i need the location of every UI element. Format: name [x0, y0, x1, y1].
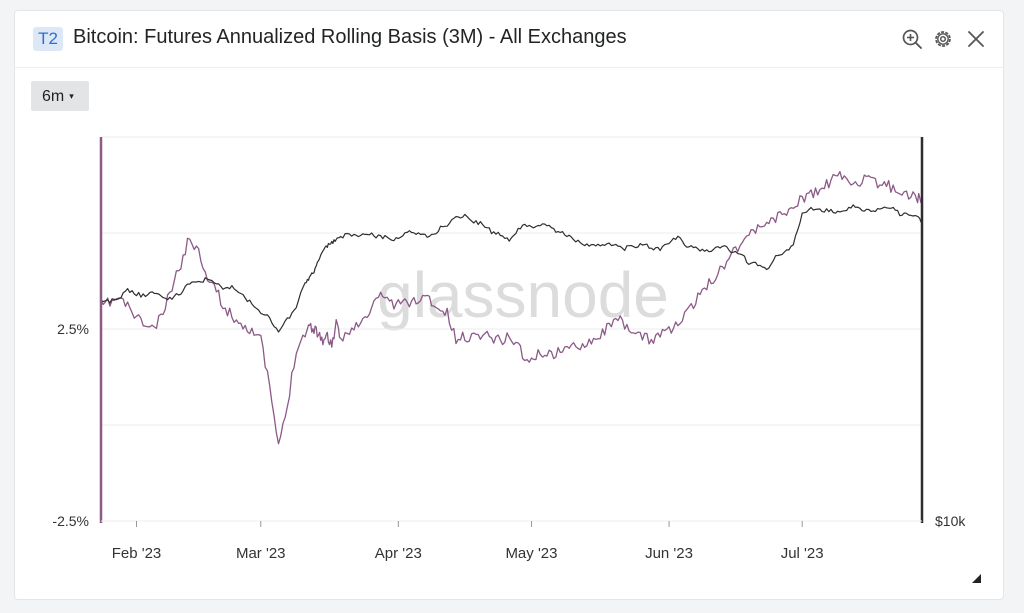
y-tick-label: 2.5%	[57, 321, 89, 337]
x-tick-label: Mar '23	[236, 545, 286, 562]
chart-area: glassnode 2.5% -2.5% $10k Feb '23 Mar '23 Apr…	[52, 136, 966, 562]
range-dropdown[interactable]: 6m ▾	[31, 81, 89, 111]
grid-lines	[101, 136, 922, 522]
axis-labels: 2.5% -2.5% $10k Feb '23 Mar '23 Apr '23 May '2…	[52, 321, 966, 562]
x-tick-label: Feb '23	[112, 545, 162, 562]
chart-title: Bitcoin: Futures Annualized Rolling Basi…	[73, 26, 627, 48]
range-label: 6m	[42, 88, 65, 105]
price-series-line	[100, 204, 923, 333]
x-tick-label: Apr '23	[375, 545, 422, 562]
x-tick-label: Jul '23	[781, 545, 824, 562]
chart-panel: T2 Bitcoin: Futures Annualized Rolling B…	[14, 10, 1004, 600]
tier-badge: T2	[33, 27, 63, 51]
zoom-in-icon[interactable]	[900, 27, 924, 51]
x-tick-label: Jun '23	[645, 545, 693, 562]
panel-header: T2 Bitcoin: Futures Annualized Rolling B…	[15, 11, 1003, 68]
resize-handle[interactable]	[972, 574, 981, 583]
watermark: glassnode	[377, 259, 669, 331]
x-tick-label: May '23	[505, 545, 557, 562]
y-right-tick-label: $10k	[935, 513, 966, 529]
close-icon[interactable]	[964, 27, 988, 51]
axes	[99, 137, 924, 527]
basis-series-line	[100, 170, 923, 445]
chevron-down-icon: ▾	[69, 91, 74, 101]
series-group	[100, 170, 923, 445]
settings-icon[interactable]	[931, 27, 955, 51]
y-tick-label: -2.5%	[52, 513, 89, 529]
